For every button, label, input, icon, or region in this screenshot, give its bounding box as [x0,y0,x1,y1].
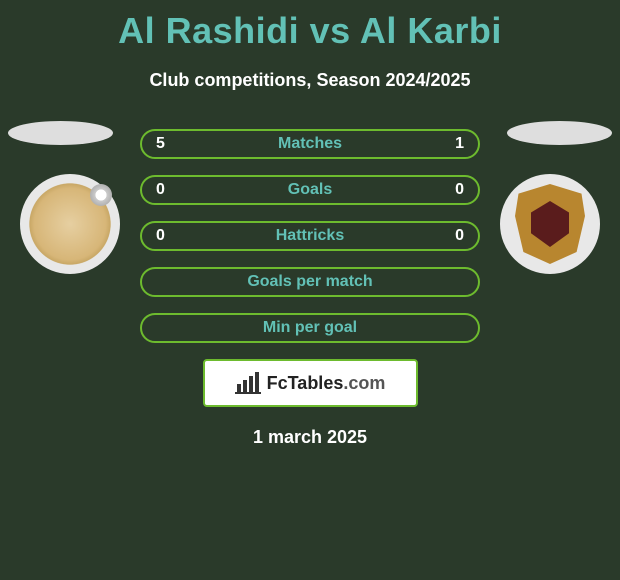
stat-row-min-per-goal: Min per goal [140,313,480,343]
brand-text: FcTables.com [267,373,386,394]
bar-chart-icon [235,372,261,394]
stat-row-goals-per-match: Goals per match [140,267,480,297]
stat-value-right: 0 [455,181,464,199]
team-badge-left [20,174,120,274]
stat-row-matches: 5 Matches 1 [140,129,480,159]
stat-label: Min per goal [263,319,357,337]
team-badge-right [500,174,600,274]
stat-row-goals: 0 Goals 0 [140,175,480,205]
stat-value-right: 0 [455,227,464,245]
snapshot-date: 1 march 2025 [0,427,620,448]
brand-domain: .com [343,373,385,393]
brand-name: FcTables [267,373,344,393]
stat-label: Matches [278,135,342,153]
shield-icon [515,184,585,264]
page-subtitle: Club competitions, Season 2024/2025 [0,70,620,91]
brand-box: FcTables.com [203,359,418,407]
stat-label: Hattricks [276,227,344,245]
stat-value-left: 5 [156,135,165,153]
stat-row-hattricks: 0 Hattricks 0 [140,221,480,251]
player-left-ellipse [8,121,113,145]
stat-value-left: 0 [156,181,165,199]
stat-value-left: 0 [156,227,165,245]
comparison-panel: 5 Matches 1 0 Goals 0 0 Hattricks 0 Goal… [0,129,620,448]
stats-rows: 5 Matches 1 0 Goals 0 0 Hattricks 0 Goal… [140,129,480,343]
player-right-ellipse [507,121,612,145]
stat-value-right: 1 [455,135,464,153]
page-title: Al Rashidi vs Al Karbi [0,0,620,52]
stat-label: Goals per match [247,273,372,291]
stat-label: Goals [288,181,332,199]
